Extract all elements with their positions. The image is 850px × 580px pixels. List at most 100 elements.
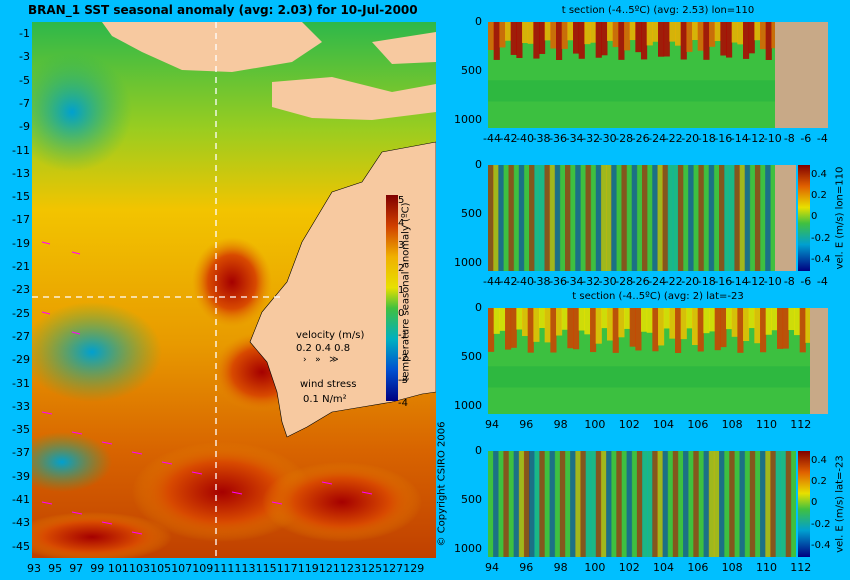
section-cell bbox=[703, 451, 710, 557]
section-cell bbox=[743, 308, 750, 341]
section-cell bbox=[539, 22, 546, 54]
section-cell bbox=[771, 308, 778, 331]
section-cell bbox=[693, 165, 699, 271]
section-cell bbox=[544, 451, 551, 557]
section-x-tick: -28 bbox=[615, 275, 634, 288]
lat-tick-label: -45 bbox=[12, 539, 30, 553]
section-y-tick: 1000 bbox=[454, 398, 482, 412]
section-cell bbox=[714, 22, 721, 42]
section-cell bbox=[770, 451, 776, 557]
section-cell bbox=[570, 451, 576, 557]
section-cell bbox=[554, 165, 561, 271]
section-x-tick: 100 bbox=[584, 561, 606, 574]
section-cell bbox=[590, 308, 597, 353]
section-cell bbox=[499, 308, 506, 331]
section-cell bbox=[505, 308, 512, 350]
section-cell bbox=[698, 451, 705, 557]
section-cell bbox=[629, 308, 636, 347]
section-y-tick: 500 bbox=[461, 206, 482, 220]
lon-tick-label: 107 bbox=[171, 562, 193, 575]
section-x-tick: -34 bbox=[565, 275, 584, 288]
section-cell bbox=[686, 308, 693, 329]
lon-tick-label: 109 bbox=[192, 562, 214, 575]
section-x-tick: 112 bbox=[790, 418, 812, 431]
section-cell bbox=[647, 451, 653, 557]
section-cell bbox=[616, 451, 622, 557]
section-x-tick: -12 bbox=[747, 275, 766, 288]
section-y-tick: 0 bbox=[475, 15, 482, 28]
section-x-tick: -12 bbox=[747, 132, 766, 145]
section-x-tick: -14 bbox=[730, 132, 749, 145]
section-cell bbox=[488, 308, 495, 352]
section-cell bbox=[556, 308, 563, 336]
section-x-tick: -8 bbox=[783, 132, 795, 145]
section-cell bbox=[508, 165, 515, 271]
colorbar-tick-label: 4 bbox=[398, 217, 405, 229]
section-cell bbox=[662, 451, 669, 557]
section-cell bbox=[782, 308, 789, 349]
section-cell bbox=[488, 451, 494, 557]
land-islands bbox=[272, 77, 436, 120]
velocity-legend-scale: 0.2 0.4 0.8 bbox=[296, 343, 351, 354]
section-x-tick: -10 bbox=[763, 132, 782, 145]
lon-tick-label: 99 bbox=[90, 562, 105, 575]
section-y-tick: 0 bbox=[475, 158, 482, 171]
section-cell bbox=[544, 308, 551, 343]
section-cell bbox=[518, 451, 525, 557]
velocity-colorbar-tick: -0.4 bbox=[811, 253, 831, 265]
section-cell bbox=[737, 22, 744, 45]
copyright: © Copyright CSIRO 2006 bbox=[436, 421, 448, 547]
section-cell bbox=[724, 451, 730, 557]
section-x-tick: -22 bbox=[664, 132, 683, 145]
lat-tick-label: -43 bbox=[12, 516, 30, 530]
lon-tick-label: 123 bbox=[340, 562, 361, 575]
section-land bbox=[775, 165, 796, 271]
section-cell bbox=[669, 308, 676, 339]
section-cell bbox=[754, 165, 761, 271]
lat-tick-label: -19 bbox=[12, 236, 30, 250]
lat-tick-label: -29 bbox=[12, 353, 30, 367]
map-colorbar bbox=[386, 195, 398, 401]
section-cell bbox=[612, 22, 619, 48]
section-cell bbox=[567, 308, 574, 349]
section-y-tick: 500 bbox=[461, 492, 482, 506]
section-x-tick: 110 bbox=[755, 561, 777, 574]
section-cell bbox=[516, 308, 523, 330]
velocity-colorbar-tick: -0.2 bbox=[811, 232, 831, 244]
section-cell bbox=[575, 451, 581, 557]
section-cell bbox=[642, 165, 648, 271]
section-x-tick: -4 bbox=[816, 275, 828, 288]
section-cell bbox=[522, 22, 529, 44]
section-cell bbox=[539, 308, 546, 329]
section-cell bbox=[748, 308, 755, 329]
section-cell bbox=[544, 22, 551, 41]
section-panel-2 bbox=[488, 165, 796, 271]
section-cell bbox=[652, 165, 658, 271]
land-timor bbox=[372, 32, 436, 64]
section-cell bbox=[647, 165, 653, 271]
colorbar-tick-label: 2 bbox=[398, 262, 405, 274]
velocity-colorbar bbox=[798, 451, 810, 557]
section-x-tick: 94 bbox=[485, 418, 499, 431]
section-cell bbox=[621, 451, 628, 557]
section-cell bbox=[790, 451, 796, 557]
section-cell bbox=[590, 165, 597, 271]
section-cell bbox=[629, 22, 636, 41]
section-cell bbox=[505, 22, 512, 41]
section-cell bbox=[686, 22, 693, 52]
lon-tick-label: 121 bbox=[318, 562, 340, 575]
section-cell bbox=[567, 22, 574, 41]
colorbar-tick-label: 5 bbox=[398, 195, 405, 206]
deep-band bbox=[488, 366, 828, 388]
section-x-tick: 102 bbox=[618, 561, 640, 574]
section-cell bbox=[708, 451, 715, 557]
lat-tick-label: -15 bbox=[12, 190, 30, 204]
colorbar-tick-label: -2 bbox=[398, 352, 408, 364]
section-y-tick: 1000 bbox=[454, 255, 482, 269]
velocity-colorbar-label: vel. E (m/s) lat=-23 bbox=[834, 455, 846, 553]
section-cell bbox=[631, 451, 638, 557]
section-cell bbox=[708, 165, 715, 271]
section-x-tick: -44 bbox=[483, 132, 501, 145]
sst-map bbox=[32, 22, 436, 558]
section-x-tick: 94 bbox=[485, 561, 499, 574]
